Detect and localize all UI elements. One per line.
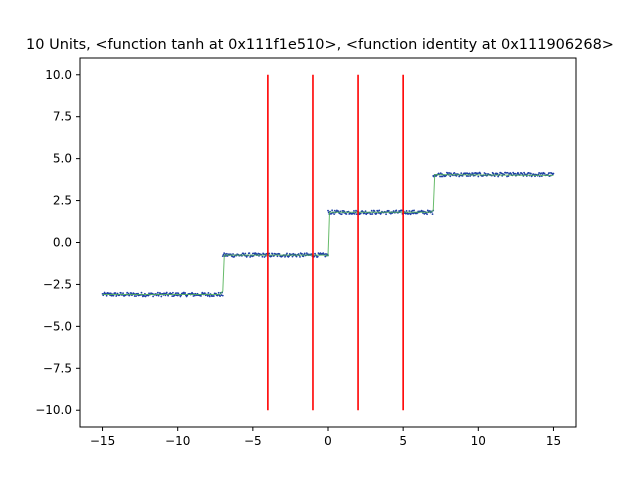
- data-point-seg2: [333, 213, 335, 215]
- data-point-seg2: [346, 213, 348, 215]
- data-point-seg0: [222, 295, 224, 297]
- data-point-seg0: [200, 295, 202, 297]
- data-point-seg2: [334, 210, 336, 212]
- x-tick-label: −5: [244, 434, 262, 448]
- data-point-seg2: [353, 210, 355, 212]
- data-point-seg0: [218, 292, 220, 294]
- data-point-seg0: [166, 292, 168, 294]
- y-tick-label: −7.5: [43, 361, 72, 375]
- x-tick-label: 15: [546, 434, 561, 448]
- data-point-seg1: [304, 252, 306, 254]
- data-point-seg3: [492, 173, 494, 175]
- data-point-seg0: [106, 295, 108, 297]
- data-point-seg2: [331, 209, 333, 211]
- data-point-seg1: [303, 255, 305, 257]
- data-point-seg2: [360, 213, 362, 215]
- data-point-seg2: [426, 213, 428, 215]
- data-point-seg2: [385, 213, 387, 215]
- y-tick-label: 7.5: [53, 110, 72, 124]
- data-point-seg3: [467, 175, 469, 177]
- data-point-seg2: [372, 213, 374, 215]
- data-point-seg3: [460, 172, 462, 174]
- data-point-seg2: [413, 210, 415, 212]
- data-point-seg2: [371, 210, 373, 212]
- x-tick-label: 10: [471, 434, 486, 448]
- data-point-seg0: [184, 292, 186, 294]
- x-tick-label: 5: [399, 434, 407, 448]
- data-point-seg2: [378, 210, 380, 212]
- data-point-seg1: [301, 253, 303, 255]
- data-point-seg2: [354, 213, 356, 215]
- x-tick-label: −15: [90, 434, 115, 448]
- data-point-seg2: [388, 210, 390, 212]
- data-point-seg1: [226, 253, 228, 255]
- y-tick-label: 10.0: [45, 68, 72, 82]
- data-point-seg1: [299, 256, 301, 258]
- data-point-seg0: [120, 292, 122, 294]
- data-point-seg0: [160, 296, 162, 298]
- data-point-seg3: [449, 175, 451, 177]
- data-point-seg0: [113, 295, 115, 297]
- x-tick-label: 0: [324, 434, 332, 448]
- y-tick-label: −10.0: [35, 403, 72, 417]
- data-point-seg3: [479, 173, 481, 175]
- data-point-seg1: [292, 256, 294, 258]
- data-point-seg0: [135, 295, 137, 297]
- data-point-seg1: [249, 256, 251, 258]
- y-tick-label: 5.0: [53, 152, 72, 166]
- data-point-seg2: [406, 210, 408, 212]
- y-tick-label: −2.5: [43, 277, 72, 291]
- data-point-seg2: [327, 210, 329, 212]
- data-point-seg1: [286, 253, 288, 255]
- data-point-seg1: [272, 253, 274, 255]
- data-point-seg1: [249, 252, 251, 254]
- data-point-seg3: [453, 172, 455, 174]
- data-point-seg0: [152, 296, 154, 298]
- data-point-seg3: [544, 173, 546, 175]
- data-point-seg3: [553, 173, 555, 175]
- data-point-seg1: [277, 255, 279, 257]
- data-point-seg2: [341, 213, 343, 215]
- data-point-seg0: [204, 292, 206, 294]
- y-tick-label: 2.5: [53, 194, 72, 208]
- data-point-seg1: [296, 256, 298, 258]
- chart-title: 10 Units, <function tanh at 0x111f1e510>…: [26, 37, 614, 53]
- data-point-seg0: [213, 295, 215, 297]
- data-point-seg2: [410, 213, 412, 215]
- data-point-seg3: [514, 173, 516, 175]
- data-point-seg0: [208, 292, 210, 294]
- data-point-seg3: [477, 176, 479, 178]
- data-point-seg1: [262, 256, 264, 258]
- data-point-seg2: [408, 210, 410, 212]
- data-point-seg2: [395, 210, 397, 212]
- data-point-seg0: [157, 292, 159, 294]
- data-point-seg0: [209, 296, 211, 298]
- data-point-seg1: [244, 253, 246, 255]
- data-point-seg2: [432, 213, 434, 215]
- data-point-seg3: [497, 173, 499, 175]
- y-tick-label: −5.0: [43, 319, 72, 333]
- data-point-seg3: [507, 172, 509, 174]
- data-point-seg1: [317, 256, 319, 258]
- data-point-seg0: [177, 292, 179, 294]
- data-point-seg0: [172, 292, 174, 294]
- data-point-seg0: [115, 292, 117, 294]
- y-tick-label: 0.0: [53, 236, 72, 250]
- data-point-seg0: [141, 292, 143, 294]
- data-point-seg3: [530, 173, 532, 175]
- x-tick-label: −10: [165, 434, 190, 448]
- data-point-seg3: [485, 173, 487, 175]
- data-point-seg0: [122, 292, 124, 294]
- data-point-seg2: [374, 210, 376, 212]
